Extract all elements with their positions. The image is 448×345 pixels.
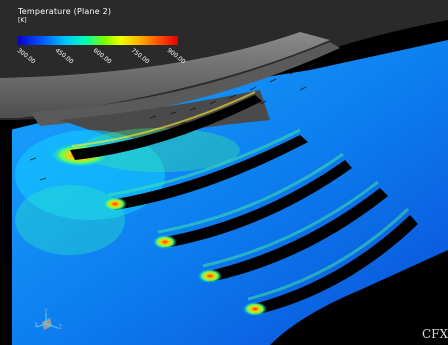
cooling-slots: [103, 128, 418, 316]
color-scale-bar: [18, 36, 178, 45]
shroud-band: [0, 32, 330, 118]
slot-3: [198, 180, 388, 283]
legend-title: Temperature (Plane 2): [18, 7, 112, 16]
slot-4: [243, 207, 418, 316]
legend-unit: [K]: [18, 17, 27, 24]
mixing-zone-2: [15, 185, 125, 255]
slot-1: [103, 128, 308, 211]
shroud-band-lower: [30, 42, 340, 126]
slot-2: [153, 152, 352, 249]
upper-vane: [70, 95, 262, 160]
axis-z-label: Z: [58, 324, 63, 331]
upper-vane-edge: [71, 91, 256, 147]
lower-boundary: [300, 260, 448, 345]
axis-triad-icon[interactable]: [30, 310, 70, 340]
hub-surface: [60, 90, 270, 140]
brand-logo: CFX: [421, 327, 448, 341]
axis-y-label: Y: [44, 308, 48, 315]
velocity-vectors: [29, 56, 337, 181]
left-border: [0, 120, 12, 345]
axis-x-label: X: [34, 322, 39, 329]
